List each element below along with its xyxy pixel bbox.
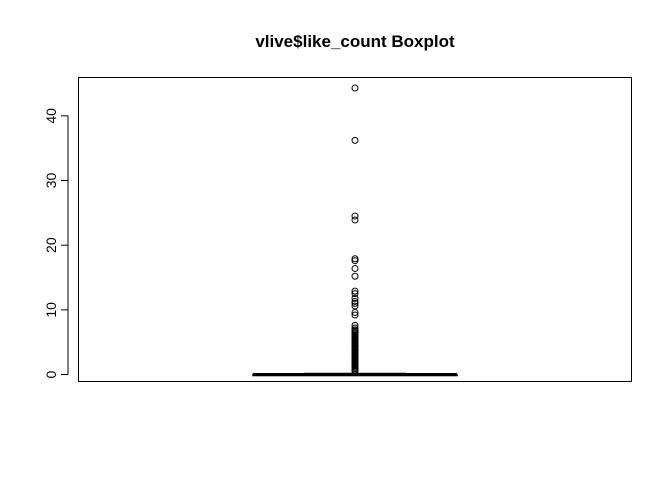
outlier-point bbox=[351, 290, 359, 298]
outlier-point bbox=[351, 216, 359, 224]
outlier-point bbox=[351, 272, 359, 280]
outlier-point bbox=[351, 367, 359, 375]
outlier-point bbox=[351, 264, 359, 272]
outlier-point bbox=[351, 255, 359, 263]
outlier-point bbox=[351, 297, 359, 305]
y-tick-label: 20 bbox=[43, 237, 59, 253]
outlier-point bbox=[351, 84, 359, 92]
plot-frame bbox=[78, 77, 632, 382]
y-tick-label: 0 bbox=[43, 370, 59, 378]
outliers bbox=[351, 84, 359, 375]
outlier-point bbox=[351, 308, 359, 316]
outlier-point bbox=[351, 299, 359, 307]
outlier-point bbox=[351, 287, 359, 295]
y-axis: 0 10 20 30 40 bbox=[43, 108, 69, 378]
chart-title: vlive$like_count Boxplot bbox=[255, 32, 455, 51]
outlier-point bbox=[351, 136, 359, 144]
outlier-point bbox=[351, 294, 359, 302]
y-tick-label: 30 bbox=[43, 172, 59, 188]
outlier-point bbox=[351, 257, 359, 265]
outlier-point bbox=[351, 212, 359, 220]
y-tick-label: 40 bbox=[43, 108, 59, 124]
outlier-point bbox=[351, 311, 359, 319]
y-tick-label: 10 bbox=[43, 302, 59, 318]
